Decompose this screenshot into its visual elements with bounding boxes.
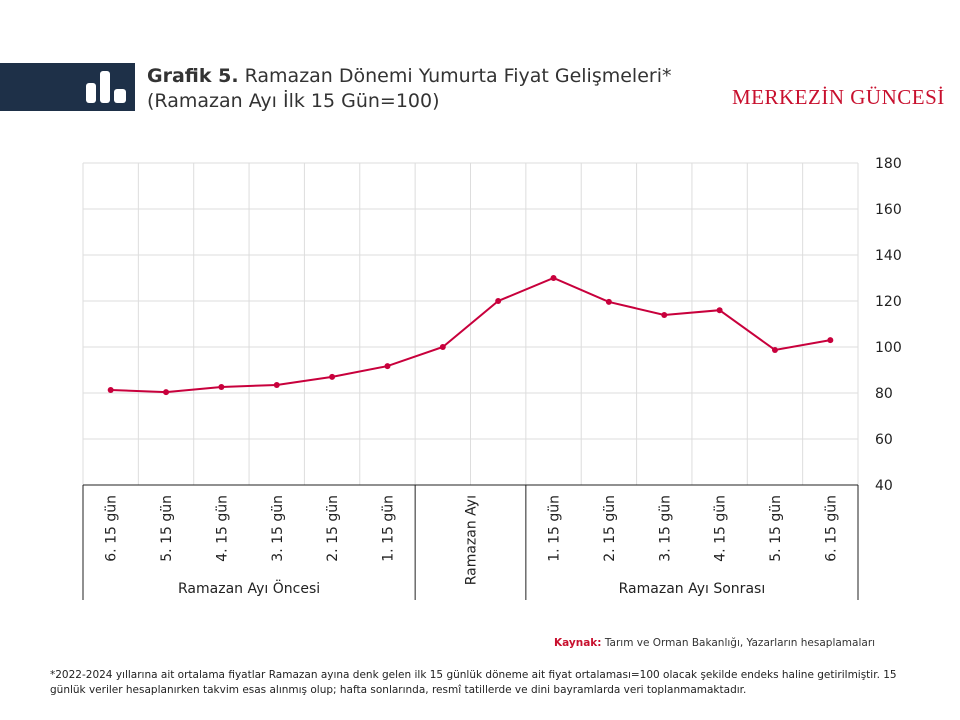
x-tick-label: 5. 15 gün (768, 495, 784, 562)
y-tick-label: 180 (875, 156, 902, 172)
x-tick-label: 2. 15 gün (602, 495, 618, 562)
line (110, 276, 831, 394)
x-tick-label: Ramazan Ayı (464, 495, 480, 585)
header-icon (86, 71, 126, 103)
y-tick-label: 80 (875, 386, 893, 402)
brand: MERKEZİN GÜNCESİ (732, 85, 945, 109)
title-label: Grafik 5. (147, 65, 239, 87)
point (605, 298, 612, 305)
y-tick-label: 60 (875, 432, 893, 448)
header-band (0, 63, 135, 111)
x-tick-label: 4. 15 gün (713, 495, 729, 562)
y-tick-label: 120 (875, 294, 902, 310)
y-tick-label: 100 (875, 340, 902, 356)
y-tick-label: 160 (875, 202, 902, 218)
point (550, 275, 557, 281)
x-tick-label: 1. 15 gün (547, 495, 563, 562)
point (661, 312, 668, 319)
x-tick-label: 6. 15 gün (104, 495, 120, 562)
point (329, 373, 336, 380)
x-tick-label: 1. 15 gün (380, 495, 396, 562)
point (716, 307, 723, 314)
y-tick-label: 40 (875, 478, 893, 494)
point (273, 381, 280, 388)
source-text: Tarım ve Orman Bakanlığı, Yazarların hes… (604, 637, 876, 649)
point (163, 389, 170, 396)
x-tick-label: 6. 15 gün (823, 495, 839, 562)
x-tick-label: 2. 15 gün (325, 495, 341, 562)
group-label: Ramazan Ayı Öncesi (178, 579, 320, 597)
point (384, 363, 391, 370)
source: Kaynak: Tarım ve Orman Bakanlığı, Yazarl… (554, 637, 875, 649)
point (218, 384, 225, 391)
point (107, 387, 114, 394)
point (827, 337, 834, 344)
title: Grafik 5. Ramazan Dönemi Yumurta Fiyat G… (147, 64, 672, 114)
point (439, 344, 446, 350)
chart: 40 60 80 100 120 140 160 180 6. 15 gün 5. 15 gün 4… (82, 156, 902, 600)
source-label: Kaynak: (554, 637, 602, 649)
x-tick-label: 3. 15 gün (270, 495, 286, 562)
x-tick-label: 4. 15 gün (214, 495, 230, 562)
subtitle: (Ramazan Ayı İlk 15 Gün=100) (147, 90, 440, 112)
x-tick-label: 3. 15 gün (657, 495, 673, 562)
group-label: Ramazan Ayı Sonrası (619, 581, 766, 597)
point (771, 346, 778, 353)
footnote: *2022-2024 yıllarına ait ortalama fiyatl… (50, 669, 897, 696)
point (495, 298, 502, 304)
x-tick-label: 5. 15 gün (159, 495, 175, 562)
title-text: Ramazan Dönemi Yumurta Fiyat Gelişmeleri… (244, 65, 672, 87)
y-tick-label: 140 (875, 248, 902, 264)
